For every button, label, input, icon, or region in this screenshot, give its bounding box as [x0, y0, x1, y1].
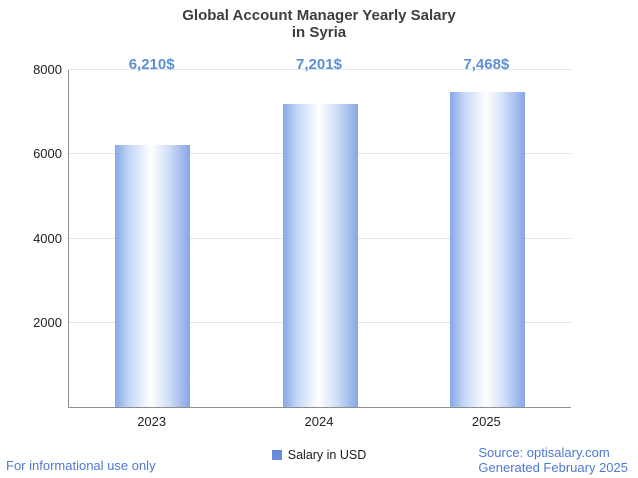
value-label-2023: 6,210$ — [128, 56, 175, 73]
bar-2023 — [115, 145, 191, 407]
gridline-8000 — [69, 69, 571, 70]
y-axis-tick-4000: 4000 — [33, 230, 62, 246]
y-axis-tick-6000: 6000 — [33, 146, 62, 162]
plot-area — [68, 69, 571, 408]
value-label-2025: 7,468$ — [463, 56, 510, 73]
x-axis-tick-2025: 2025 — [471, 414, 501, 429]
y-axis-tick-2000: 2000 — [33, 314, 62, 330]
legend-swatch-icon — [271, 450, 282, 460]
value-label-2024: 7,201$ — [296, 56, 342, 73]
legend-label: Salary in USD — [287, 448, 367, 462]
source-block: Source: optisalary.com Generated Februar… — [478, 445, 628, 475]
chart-subtitle: in Syria — [291, 24, 347, 41]
bar-2025 — [449, 92, 525, 407]
x-axis-tick-2023: 2023 — [137, 414, 167, 429]
chart-title: Global Account Manager Yearly Salary — [182, 7, 456, 24]
x-axis-tick-2024: 2024 — [304, 414, 334, 429]
source-link[interactable]: Source: optisalary.com — [478, 445, 610, 460]
generated-date: Generated February 2025 — [478, 460, 628, 475]
legend: Salary in USD — [0, 448, 638, 462]
bar-2024 — [282, 103, 358, 407]
y-axis-tick-8000: 8000 — [33, 62, 62, 77]
disclaimer-text: For informational use only — [6, 458, 156, 473]
